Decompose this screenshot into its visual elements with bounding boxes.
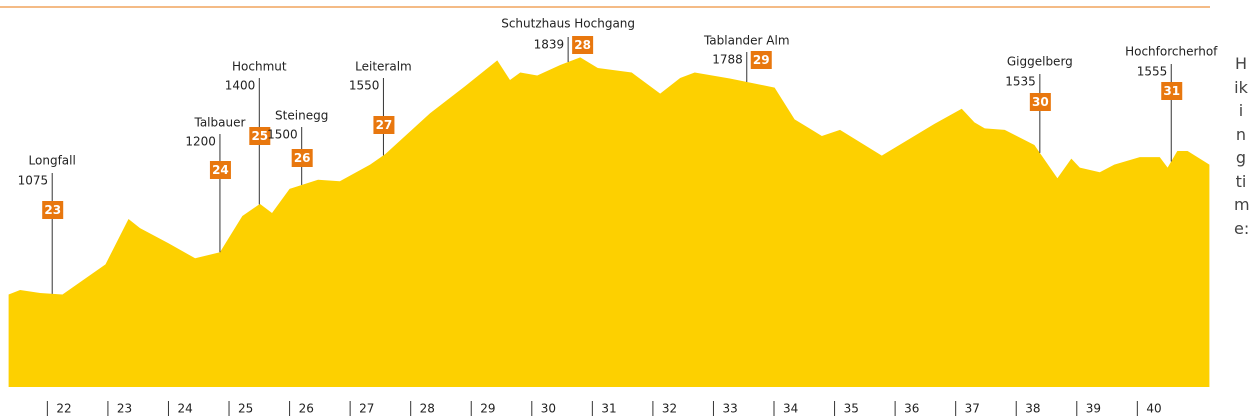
station-elevation: 1200 — [185, 135, 216, 149]
station-name: Hochmut — [232, 60, 287, 74]
station-name: Leiteralm — [355, 60, 412, 74]
station-number: 30 — [1032, 95, 1049, 109]
x-tick-label: 31 — [601, 402, 616, 416]
station-badge — [572, 36, 594, 54]
station-number: 23 — [44, 203, 61, 217]
station-number: 25 — [251, 129, 268, 143]
station-number: 26 — [294, 151, 311, 165]
station-elevation: 1839 — [534, 38, 565, 52]
x-tick-label: 37 — [965, 402, 980, 416]
side-label: Hiking time: — [1234, 54, 1250, 238]
x-tick-label: 30 — [541, 402, 556, 416]
station-elevation: 1550 — [349, 79, 380, 93]
station-badge — [209, 161, 231, 179]
station-name: Hochforcherhof — [1125, 45, 1218, 59]
station-elevation: 1535 — [1005, 75, 1036, 89]
x-tick-label: 35 — [844, 402, 859, 416]
x-tick-label: 38 — [1025, 402, 1040, 416]
station-badge — [1161, 82, 1183, 100]
x-tick-label: 29 — [480, 402, 495, 416]
station-elevation: 1400 — [225, 79, 256, 93]
x-tick-label: 24 — [177, 402, 192, 416]
station-name: Steinegg — [275, 109, 328, 123]
station-elevation: 1788 — [712, 53, 743, 67]
x-tick-label: 34 — [783, 402, 798, 416]
station-badge — [373, 116, 395, 134]
x-tick-label: 25 — [238, 402, 253, 416]
station-name: Giggelberg — [1007, 55, 1073, 69]
x-tick-label: 33 — [722, 402, 737, 416]
x-tick-label: 39 — [1086, 402, 1101, 416]
station-elevation: 1555 — [1137, 65, 1168, 79]
x-tick-label: 40 — [1146, 402, 1161, 416]
station-name: Tablander Alm — [703, 34, 790, 48]
x-tick-label: 23 — [117, 402, 132, 416]
station-name: Longfall — [29, 154, 76, 168]
station-elevation: 1075 — [18, 174, 49, 188]
elevation-area — [8, 57, 1210, 388]
x-tick-label: 22 — [56, 402, 71, 416]
station-name: Talbauer — [193, 116, 245, 130]
station-badge — [291, 149, 313, 167]
x-tick-label: 26 — [299, 402, 314, 416]
station-elevation: 1500 — [267, 128, 298, 142]
station-number: 27 — [376, 118, 393, 132]
station-badge — [42, 201, 64, 219]
station-badge — [249, 127, 271, 145]
x-tick-label: 36 — [904, 402, 919, 416]
x-tick-label: 32 — [662, 402, 677, 416]
station-number: 31 — [1163, 84, 1180, 98]
station-badge — [750, 51, 772, 69]
station-name: Schutzhaus Hochgang — [501, 17, 635, 31]
station-number: 29 — [753, 53, 770, 67]
station-number: 24 — [212, 163, 229, 177]
station-number: 28 — [574, 38, 591, 52]
x-tick-label: 28 — [420, 402, 435, 416]
station-badge — [1029, 93, 1051, 111]
x-tick-label: 27 — [359, 402, 374, 416]
